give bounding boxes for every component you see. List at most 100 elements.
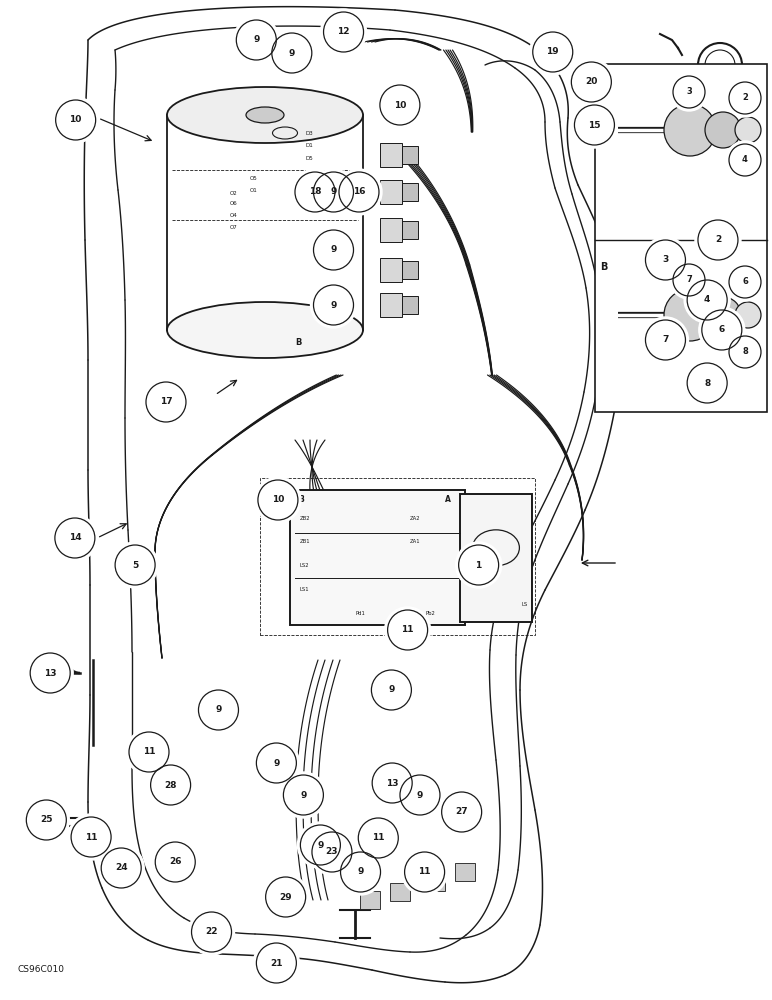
Circle shape (27, 650, 73, 696)
Text: 1: 1 (476, 560, 482, 570)
Circle shape (530, 29, 576, 75)
Circle shape (52, 97, 99, 143)
Text: 8: 8 (704, 378, 710, 387)
Bar (360, 891, 380, 909)
Text: 5: 5 (132, 560, 138, 570)
Text: 3: 3 (662, 255, 669, 264)
Circle shape (670, 261, 708, 299)
Bar (595, 64, 767, 412)
Circle shape (309, 829, 355, 875)
Bar (290, 490, 465, 625)
Text: O5: O5 (250, 176, 258, 181)
Text: 11: 11 (418, 867, 431, 876)
Circle shape (455, 542, 502, 588)
Bar (380, 258, 402, 282)
Text: 9: 9 (417, 790, 423, 800)
Text: 9: 9 (330, 188, 337, 196)
Circle shape (126, 729, 172, 775)
Text: 4: 4 (704, 296, 710, 304)
Text: 25: 25 (40, 816, 52, 824)
Text: 23: 23 (326, 848, 338, 856)
Text: 9: 9 (215, 706, 222, 714)
Circle shape (726, 79, 764, 117)
Ellipse shape (246, 107, 284, 123)
Text: 22: 22 (205, 928, 218, 936)
Circle shape (664, 289, 716, 341)
Text: 2: 2 (715, 235, 721, 244)
Text: 10: 10 (394, 101, 406, 109)
Text: 7: 7 (662, 336, 669, 344)
Circle shape (684, 277, 730, 323)
Circle shape (726, 333, 764, 371)
Bar (402, 221, 418, 239)
Text: ZB1: ZB1 (300, 539, 310, 544)
Circle shape (292, 169, 338, 215)
Text: 18: 18 (309, 188, 321, 196)
Circle shape (255, 477, 301, 523)
Circle shape (377, 82, 423, 128)
Text: LS2: LS2 (300, 563, 310, 568)
Text: 9: 9 (357, 867, 364, 876)
Text: D3: D3 (305, 131, 313, 136)
Circle shape (705, 112, 741, 148)
Text: D5: D5 (305, 156, 313, 161)
Text: O6: O6 (230, 201, 238, 206)
Circle shape (297, 822, 344, 868)
Circle shape (98, 845, 144, 891)
Text: CS96C010: CS96C010 (18, 965, 65, 974)
Bar (260, 478, 535, 635)
Circle shape (152, 839, 198, 885)
Circle shape (195, 687, 242, 733)
Circle shape (401, 849, 448, 895)
Circle shape (188, 909, 235, 955)
Bar (425, 873, 445, 891)
Text: 11: 11 (143, 748, 155, 756)
Bar (380, 180, 402, 204)
Text: 17: 17 (160, 397, 172, 406)
Circle shape (735, 117, 761, 143)
Circle shape (233, 17, 279, 63)
Text: ZA1: ZA1 (410, 539, 421, 544)
Circle shape (68, 814, 114, 860)
Text: 21: 21 (270, 958, 283, 968)
Circle shape (664, 104, 716, 156)
Text: 9: 9 (330, 245, 337, 254)
Text: 7: 7 (686, 275, 692, 284)
Text: 9: 9 (253, 35, 259, 44)
Text: 6: 6 (719, 326, 725, 334)
Bar (402, 183, 418, 201)
Text: ZB2: ZB2 (300, 516, 310, 521)
Text: B: B (295, 338, 301, 347)
Text: 11: 11 (401, 626, 414, 635)
Bar (380, 143, 402, 167)
Text: O1: O1 (250, 188, 258, 193)
Text: 13: 13 (44, 668, 56, 678)
Circle shape (571, 102, 618, 148)
Text: 24: 24 (115, 863, 127, 872)
Text: 15: 15 (588, 120, 601, 129)
Text: F4: F4 (395, 611, 401, 616)
Circle shape (337, 849, 384, 895)
Ellipse shape (167, 302, 363, 358)
Text: Pd1: Pd1 (355, 611, 365, 616)
Text: 6: 6 (742, 277, 748, 286)
Circle shape (23, 797, 69, 843)
Text: LS1: LS1 (300, 587, 310, 592)
Circle shape (147, 762, 194, 808)
Bar (402, 261, 418, 279)
Bar (380, 218, 402, 242)
Bar (460, 494, 532, 622)
Text: 2: 2 (742, 94, 748, 103)
Circle shape (670, 73, 708, 111)
Text: 10: 10 (272, 495, 284, 504)
Text: A: A (445, 495, 451, 504)
Circle shape (568, 59, 615, 105)
Circle shape (369, 760, 415, 806)
Text: 29: 29 (279, 892, 292, 902)
Circle shape (262, 874, 309, 920)
Text: B: B (600, 262, 608, 272)
Circle shape (397, 772, 443, 818)
Text: O4: O4 (230, 213, 238, 218)
Circle shape (355, 815, 401, 861)
Text: ZA2: ZA2 (410, 516, 421, 521)
